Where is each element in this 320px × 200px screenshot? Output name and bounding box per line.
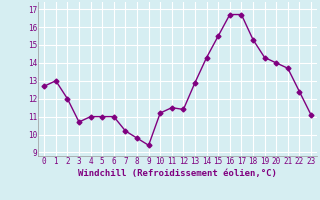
X-axis label: Windchill (Refroidissement éolien,°C): Windchill (Refroidissement éolien,°C) — [78, 169, 277, 178]
